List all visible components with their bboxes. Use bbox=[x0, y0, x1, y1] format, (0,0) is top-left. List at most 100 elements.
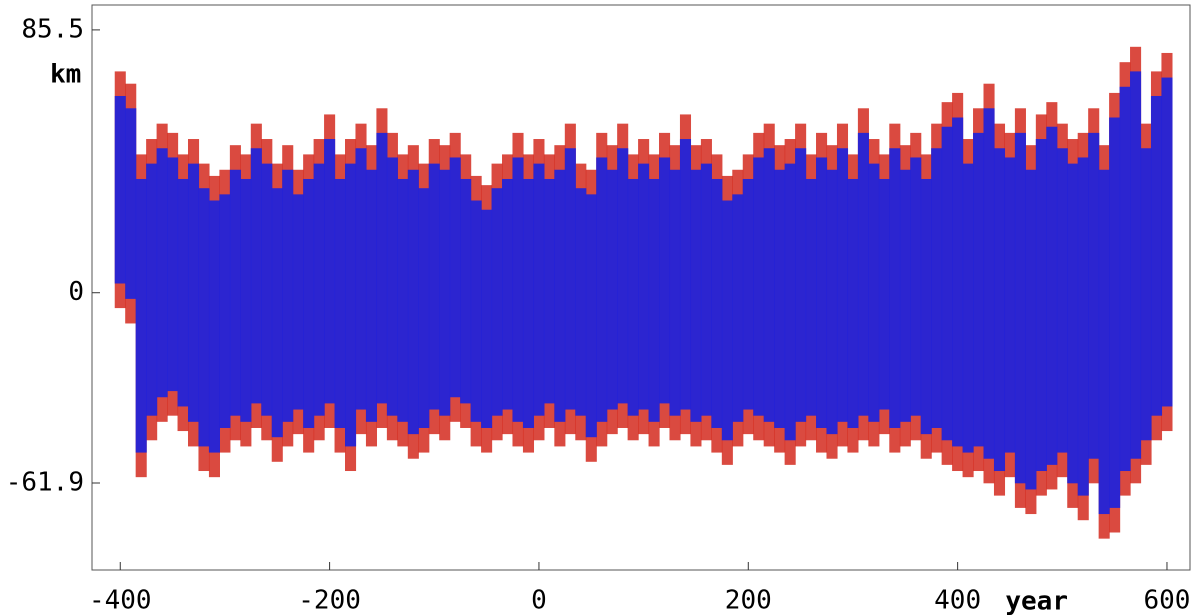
range-bar bbox=[324, 139, 336, 404]
range-bar bbox=[1067, 163, 1079, 484]
range-bar bbox=[732, 194, 744, 422]
range-bar bbox=[795, 148, 807, 422]
range-bar bbox=[564, 148, 576, 410]
range-bar bbox=[1119, 86, 1131, 472]
range-bar bbox=[167, 157, 179, 392]
range-bar bbox=[679, 139, 692, 410]
range-bar bbox=[177, 178, 189, 407]
range-bar bbox=[554, 169, 566, 422]
y-tick-label: 85.5 bbox=[21, 14, 84, 44]
range-bar bbox=[198, 188, 210, 447]
range-bar bbox=[219, 194, 231, 428]
range-bar bbox=[784, 163, 796, 441]
range-bar bbox=[669, 169, 681, 416]
range-bar bbox=[1161, 77, 1173, 407]
range-bar bbox=[910, 157, 922, 416]
range-bar bbox=[1140, 148, 1152, 441]
range-bar bbox=[1056, 148, 1068, 453]
range-bar bbox=[522, 178, 535, 428]
range-bar bbox=[1025, 169, 1037, 490]
range-bar bbox=[753, 157, 765, 416]
range-bar bbox=[931, 148, 943, 428]
range-bar bbox=[365, 169, 378, 422]
range-bar bbox=[1046, 126, 1058, 465]
range-bar bbox=[973, 132, 985, 447]
range-bar bbox=[460, 178, 472, 404]
range-bar bbox=[386, 157, 398, 416]
y-axis-label: km bbox=[50, 60, 81, 90]
range-bar bbox=[303, 178, 315, 428]
range-bar bbox=[449, 157, 461, 398]
range-bar bbox=[543, 178, 555, 404]
range-bar bbox=[899, 169, 911, 422]
range-bar bbox=[125, 108, 137, 299]
range-bar bbox=[491, 188, 503, 416]
range-bar bbox=[596, 157, 608, 422]
range-bar bbox=[638, 163, 650, 410]
range-bar bbox=[1004, 157, 1016, 453]
range-bar bbox=[533, 163, 545, 416]
range-bar bbox=[470, 200, 482, 422]
range-bar bbox=[774, 169, 786, 428]
range-bar bbox=[1035, 139, 1047, 472]
range-bar bbox=[816, 157, 828, 428]
range-bar bbox=[334, 178, 346, 428]
range-bar bbox=[763, 148, 775, 422]
range-bar bbox=[575, 188, 587, 416]
range-bar bbox=[428, 163, 440, 410]
range-bar bbox=[1088, 132, 1100, 459]
range-bar bbox=[711, 178, 723, 428]
range-bar bbox=[648, 178, 660, 422]
range-bar bbox=[502, 178, 514, 410]
x-tick-label: 200 bbox=[725, 586, 772, 616]
range-bar bbox=[721, 200, 733, 441]
x-tick-label: 600 bbox=[1143, 586, 1190, 616]
range-bar bbox=[606, 169, 618, 410]
range-bar bbox=[156, 148, 168, 398]
x-tick-label: -400 bbox=[89, 586, 152, 616]
range-bar bbox=[993, 148, 1006, 472]
range-bar bbox=[617, 148, 629, 404]
range-bar bbox=[826, 169, 838, 435]
range-bar bbox=[700, 163, 712, 416]
range-bar bbox=[397, 178, 409, 422]
x-axis-label: year bbox=[1005, 587, 1068, 616]
range-bar bbox=[1150, 95, 1163, 416]
range-bar bbox=[1130, 71, 1142, 459]
range-bar bbox=[512, 157, 524, 422]
range-bar bbox=[481, 209, 493, 428]
range-bar bbox=[355, 148, 367, 410]
range-bar bbox=[187, 163, 200, 422]
range-bar bbox=[941, 126, 953, 441]
range-bar bbox=[1077, 157, 1089, 496]
range-bar bbox=[376, 132, 388, 404]
range-bar bbox=[282, 169, 294, 422]
range-bar bbox=[146, 163, 158, 416]
range-bar bbox=[847, 178, 859, 428]
range-bar bbox=[690, 169, 702, 422]
range-bar bbox=[261, 163, 273, 416]
range-bar bbox=[868, 163, 880, 422]
y-tick-label: -61.9 bbox=[6, 468, 84, 498]
range-bar bbox=[742, 178, 754, 410]
range-bar bbox=[208, 200, 220, 453]
range-bar bbox=[1098, 169, 1110, 515]
range-bar bbox=[962, 163, 974, 453]
range-bar bbox=[889, 148, 901, 428]
range-bar bbox=[659, 157, 671, 404]
range-bar bbox=[952, 117, 964, 447]
range-bar bbox=[439, 169, 451, 416]
range-bar bbox=[627, 178, 639, 416]
range-bar bbox=[983, 108, 995, 459]
range-bar bbox=[229, 169, 241, 416]
range-bar bbox=[135, 178, 147, 453]
range-bar bbox=[1014, 132, 1026, 484]
range-bar bbox=[292, 194, 304, 410]
x-tick-label: 0 bbox=[531, 586, 547, 616]
x-tick-label: -200 bbox=[298, 586, 361, 616]
range-bar bbox=[240, 178, 252, 422]
range-bar bbox=[114, 95, 126, 284]
range-bar bbox=[1109, 117, 1121, 508]
plot-frame bbox=[91, 4, 1191, 571]
